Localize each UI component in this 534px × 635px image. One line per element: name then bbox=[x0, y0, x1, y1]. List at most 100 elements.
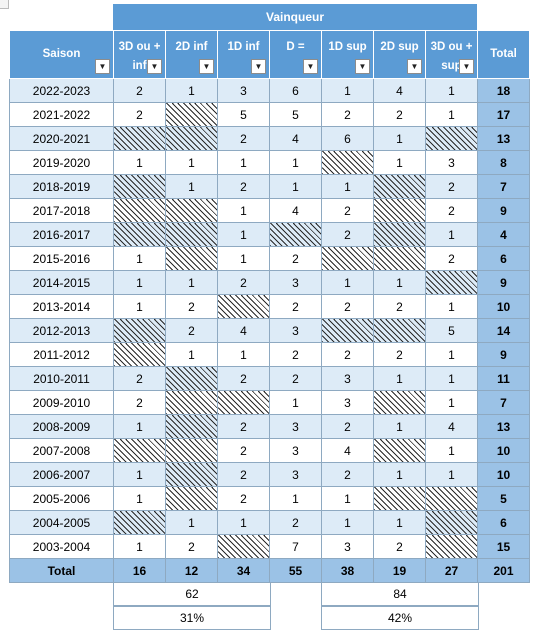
value-cell[interactable]: 2 bbox=[165, 318, 218, 343]
empty-hatched-cell[interactable] bbox=[113, 318, 166, 343]
empty-hatched-cell[interactable] bbox=[113, 342, 166, 367]
season-cell[interactable]: 2019-2020 bbox=[9, 150, 114, 175]
empty-hatched-cell[interactable] bbox=[321, 150, 374, 175]
value-cell[interactable]: 1 bbox=[269, 390, 322, 415]
empty-hatched-cell[interactable] bbox=[165, 366, 218, 391]
empty-hatched-cell[interactable] bbox=[165, 390, 218, 415]
value-cell[interactable]: 5 bbox=[217, 102, 270, 127]
filter-dropdown-button[interactable]: ▼ bbox=[303, 59, 318, 74]
value-cell[interactable]: 2 bbox=[269, 342, 322, 367]
value-cell[interactable]: 1 bbox=[425, 78, 478, 103]
value-cell[interactable]: 2 bbox=[217, 438, 270, 463]
empty-hatched-cell[interactable] bbox=[217, 294, 270, 319]
empty-hatched-cell[interactable] bbox=[217, 534, 270, 559]
empty-hatched-cell[interactable] bbox=[113, 510, 166, 535]
season-cell[interactable]: 2022-2023 bbox=[9, 78, 114, 103]
value-cell[interactable]: 1 bbox=[321, 486, 374, 511]
empty-hatched-cell[interactable] bbox=[373, 198, 426, 223]
value-cell[interactable]: 3 bbox=[269, 270, 322, 295]
filter-dropdown-button[interactable]: ▼ bbox=[355, 59, 370, 74]
value-cell[interactable]: 1 bbox=[217, 150, 270, 175]
row-total-cell[interactable]: 5 bbox=[477, 486, 530, 511]
empty-hatched-cell[interactable] bbox=[165, 246, 218, 271]
value-cell[interactable]: 1 bbox=[113, 270, 166, 295]
row-total-cell[interactable]: 13 bbox=[477, 126, 530, 151]
row-total-cell[interactable]: 11 bbox=[477, 366, 530, 391]
row-total-cell[interactable]: 14 bbox=[477, 318, 530, 343]
value-cell[interactable]: 3 bbox=[321, 366, 374, 391]
empty-hatched-cell[interactable] bbox=[373, 438, 426, 463]
grand-total-cell[interactable]: 201 bbox=[477, 558, 530, 583]
empty-hatched-cell[interactable] bbox=[425, 270, 478, 295]
filter-dropdown-button[interactable]: ▼ bbox=[251, 59, 266, 74]
empty-hatched-cell[interactable] bbox=[113, 126, 166, 151]
value-cell[interactable]: 6 bbox=[269, 78, 322, 103]
value-cell[interactable]: 1 bbox=[373, 126, 426, 151]
value-cell[interactable]: 1 bbox=[425, 222, 478, 247]
empty-hatched-cell[interactable] bbox=[373, 318, 426, 343]
value-cell[interactable]: 4 bbox=[425, 414, 478, 439]
value-cell[interactable]: 1 bbox=[113, 294, 166, 319]
value-cell[interactable]: 1 bbox=[217, 342, 270, 367]
season-cell[interactable]: 2005-2006 bbox=[9, 486, 114, 511]
row-total-cell[interactable]: 6 bbox=[477, 246, 530, 271]
row-total-cell[interactable]: 13 bbox=[477, 414, 530, 439]
filter-dropdown-button[interactable]: ▼ bbox=[95, 59, 110, 74]
value-cell[interactable]: 1 bbox=[373, 510, 426, 535]
value-cell[interactable]: 2 bbox=[165, 294, 218, 319]
value-cell[interactable]: 1 bbox=[113, 534, 166, 559]
value-cell[interactable]: 4 bbox=[373, 78, 426, 103]
value-cell[interactable]: 1 bbox=[113, 462, 166, 487]
value-cell[interactable]: 1 bbox=[217, 510, 270, 535]
value-cell[interactable]: 2 bbox=[321, 342, 374, 367]
empty-hatched-cell[interactable] bbox=[425, 534, 478, 559]
value-cell[interactable]: 2 bbox=[373, 534, 426, 559]
value-cell[interactable]: 2 bbox=[321, 222, 374, 247]
row-total-cell[interactable]: 9 bbox=[477, 198, 530, 223]
value-cell[interactable]: 3 bbox=[321, 534, 374, 559]
row-total-cell[interactable]: 10 bbox=[477, 462, 530, 487]
value-cell[interactable]: 1 bbox=[425, 294, 478, 319]
column-total-cell[interactable]: 16 bbox=[113, 558, 166, 583]
value-cell[interactable]: 1 bbox=[321, 510, 374, 535]
column-total-cell[interactable]: 38 bbox=[321, 558, 374, 583]
value-cell[interactable]: 1 bbox=[373, 150, 426, 175]
value-cell[interactable]: 4 bbox=[217, 318, 270, 343]
value-cell[interactable]: 2 bbox=[217, 366, 270, 391]
value-cell[interactable]: 2 bbox=[217, 462, 270, 487]
empty-hatched-cell[interactable] bbox=[373, 222, 426, 247]
value-cell[interactable]: 1 bbox=[165, 270, 218, 295]
row-total-cell[interactable]: 6 bbox=[477, 510, 530, 535]
value-cell[interactable]: 1 bbox=[425, 366, 478, 391]
value-cell[interactable]: 2 bbox=[321, 198, 374, 223]
column-total-cell[interactable]: 34 bbox=[217, 558, 270, 583]
season-cell[interactable]: 2018-2019 bbox=[9, 174, 114, 199]
value-cell[interactable]: 1 bbox=[425, 462, 478, 487]
value-cell[interactable]: 1 bbox=[165, 510, 218, 535]
empty-hatched-cell[interactable] bbox=[113, 222, 166, 247]
value-cell[interactable]: 3 bbox=[269, 414, 322, 439]
value-cell[interactable]: 5 bbox=[269, 102, 322, 127]
empty-hatched-cell[interactable] bbox=[113, 198, 166, 223]
value-cell[interactable]: 1 bbox=[217, 198, 270, 223]
column-total-cell[interactable]: 55 bbox=[269, 558, 322, 583]
value-cell[interactable]: 4 bbox=[269, 198, 322, 223]
column-total-cell[interactable]: 19 bbox=[373, 558, 426, 583]
value-cell[interactable]: 2 bbox=[217, 126, 270, 151]
row-total-cell[interactable]: 9 bbox=[477, 270, 530, 295]
value-cell[interactable]: 1 bbox=[113, 486, 166, 511]
value-cell[interactable]: 5 bbox=[425, 318, 478, 343]
value-cell[interactable]: 1 bbox=[321, 174, 374, 199]
row-total-cell[interactable]: 18 bbox=[477, 78, 530, 103]
season-cell[interactable]: 2016-2017 bbox=[9, 222, 114, 247]
season-cell[interactable]: 2020-2021 bbox=[9, 126, 114, 151]
season-cell[interactable]: 2007-2008 bbox=[9, 438, 114, 463]
value-cell[interactable]: 2 bbox=[425, 246, 478, 271]
value-cell[interactable]: 2 bbox=[217, 174, 270, 199]
select-all-corner[interactable] bbox=[0, 0, 9, 9]
empty-hatched-cell[interactable] bbox=[373, 174, 426, 199]
value-cell[interactable]: 1 bbox=[113, 246, 166, 271]
value-cell[interactable]: 3 bbox=[269, 318, 322, 343]
value-cell[interactable]: 2 bbox=[321, 102, 374, 127]
season-cell[interactable]: 2011-2012 bbox=[9, 342, 114, 367]
